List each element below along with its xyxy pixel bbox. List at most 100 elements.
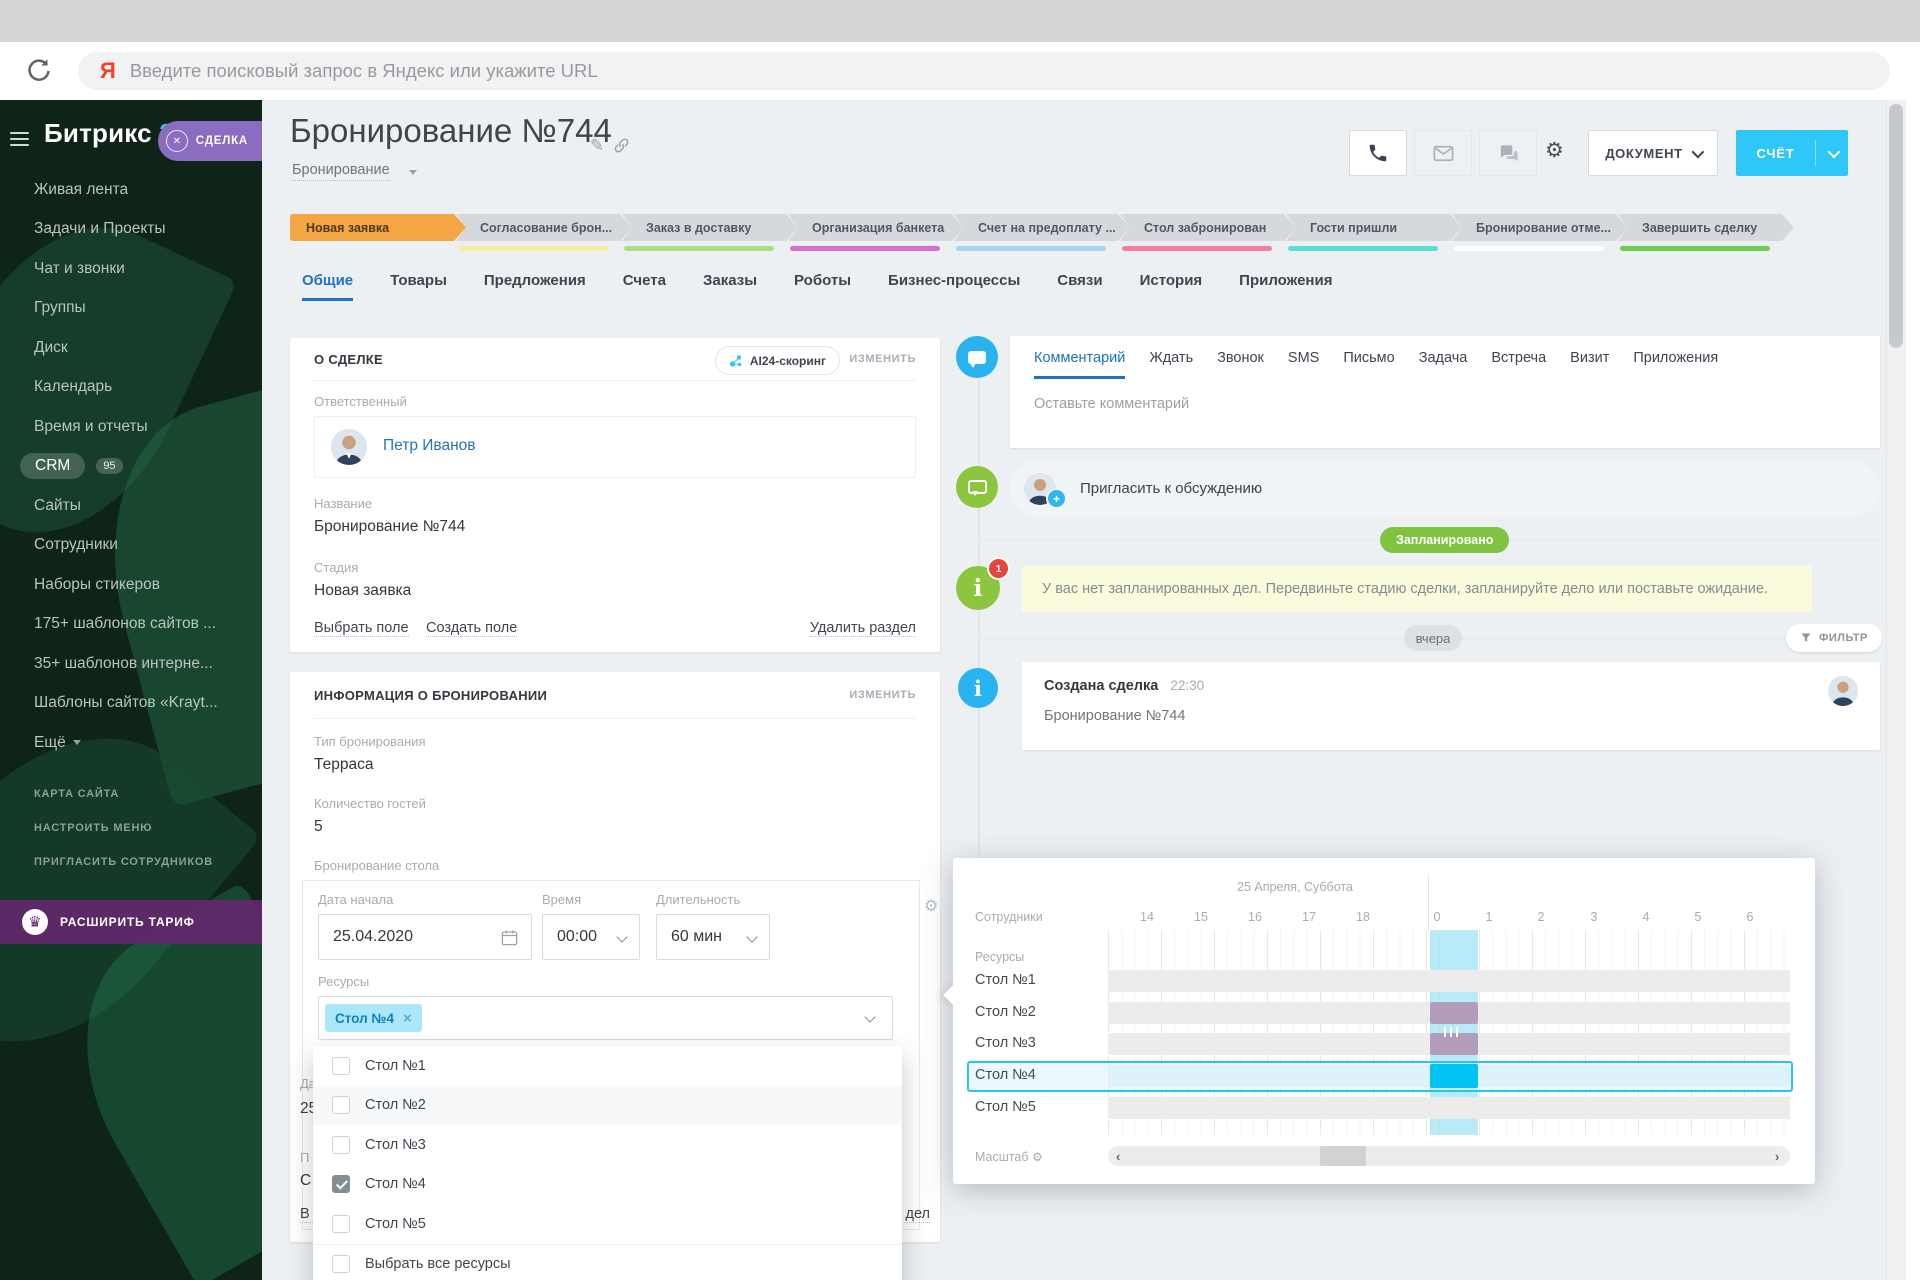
dropdown-option-table1[interactable]: Стол №1 [313, 1046, 902, 1086]
sidebar-item-time-reports[interactable]: Время и отчеты [0, 407, 262, 447]
chat-button[interactable] [1479, 130, 1537, 176]
owner-link[interactable]: Петр Иванов [383, 437, 476, 455]
sidebar-item-calendar[interactable]: Календарь [0, 368, 262, 408]
stage-booking-cancelled[interactable]: Бронирование отме... [1452, 214, 1628, 241]
create-field-link[interactable]: Создать поле [426, 620, 517, 637]
call-button[interactable] [1349, 130, 1407, 176]
sidebar-configure-menu-link[interactable]: НАСТРОИТЬ МЕНЮ [34, 822, 152, 834]
dropdown-option-table2[interactable]: Стол №2 [313, 1086, 902, 1126]
ttab-visit[interactable]: Визит [1570, 350, 1609, 379]
comment-input[interactable]: Оставьте комментарий [1034, 396, 1189, 412]
sidebar-item-site-templates[interactable]: 175+ шаблонов сайтов ... [0, 605, 262, 645]
gantt-row-table2[interactable]: Стол №2 [975, 1004, 1036, 1020]
sidebar-item-chat[interactable]: Чат и звонки [0, 249, 262, 289]
invoice-button[interactable]: СЧЁТ [1736, 130, 1848, 176]
copy-link-icon[interactable] [613, 137, 630, 154]
gantt-scrollbar-track[interactable] [1108, 1146, 1790, 1166]
dropdown-option-table3[interactable]: Стол №3 [313, 1125, 902, 1165]
tab-robots[interactable]: Роботы [794, 272, 851, 301]
sidebar-item-disk[interactable]: Диск [0, 328, 262, 368]
gantt-scrollbar-thumb[interactable] [1320, 1146, 1366, 1166]
stage-approval[interactable]: Согласование брон... [456, 214, 632, 241]
stage-delivery-order[interactable]: Заказ в доставку [622, 214, 798, 241]
edit-booking-link[interactable]: изменить [849, 689, 916, 701]
sidebar-invite-link[interactable]: ПРИГЛАСИТЬ СОТРУДНИКОВ [34, 856, 213, 868]
tab-apps[interactable]: Приложения [1239, 272, 1332, 301]
deal-tab[interactable]: ✕ СДЕЛКА [158, 121, 262, 161]
sidebar-item-live-feed[interactable]: Живая лента [0, 170, 262, 210]
scroll-right-arrow[interactable]: › [1775, 1146, 1779, 1166]
checkbox-checked[interactable] [332, 1175, 350, 1193]
sidebar-item-shop-templates[interactable]: 35+ шаблонов интерне... [0, 644, 262, 684]
filter-button[interactable]: ФИЛЬТР [1786, 624, 1882, 652]
ttab-comment[interactable]: Комментарий [1034, 350, 1125, 379]
checkbox[interactable] [332, 1136, 350, 1154]
ai-scoring-button[interactable]: AI24-скоринг [715, 346, 840, 375]
breadcrumb[interactable]: Бронирование [292, 162, 390, 181]
ttab-wait[interactable]: Ждать [1149, 350, 1193, 379]
tab-orders[interactable]: Заказы [703, 272, 757, 301]
ttab-sms[interactable]: SMS [1288, 350, 1319, 379]
booking-settings-gear-icon[interactable]: ⚙ [924, 896, 938, 916]
edit-deal-link[interactable]: изменить [849, 353, 916, 365]
gantt-row-table5[interactable]: Стол №5 [975, 1099, 1036, 1115]
duration-select[interactable]: 60 мин [656, 914, 770, 960]
stage-new-request[interactable]: Новая заявка [290, 214, 466, 241]
email-button[interactable] [1414, 130, 1472, 176]
gantt-row-table1[interactable]: Стол №1 [975, 972, 1036, 988]
close-icon[interactable]: ✕ [166, 130, 188, 152]
tab-links[interactable]: Связи [1057, 272, 1102, 301]
time-select[interactable]: 00:00 [542, 914, 640, 960]
dropdown-select-all[interactable]: Выбрать все ресурсы [313, 1245, 902, 1280]
gantt-row-table3[interactable]: Стол №3 [975, 1035, 1036, 1051]
checkbox[interactable] [332, 1096, 350, 1114]
current-booking-block[interactable] [1430, 1064, 1478, 1088]
sidebar-item-crm[interactable]: CRM 95 [0, 447, 262, 487]
invoice-dropdown-arrow[interactable] [1816, 149, 1848, 158]
upgrade-plan-button[interactable]: ♛ РАСШИРИТЬ ТАРИФ [0, 900, 262, 944]
stage-close-deal[interactable]: Завершить сделку [1618, 214, 1794, 241]
start-date-input[interactable]: 25.04.2020 [318, 914, 532, 960]
ttab-email[interactable]: Письмо [1343, 350, 1394, 379]
ttab-call[interactable]: Звонок [1217, 350, 1264, 379]
remove-tag-icon[interactable]: × [403, 1010, 412, 1027]
delete-section-link[interactable]: Удалить раздел [810, 620, 916, 637]
tab-products[interactable]: Товары [390, 272, 447, 301]
resources-multiselect[interactable]: Стол №4 × [318, 996, 893, 1040]
address-bar[interactable]: Я Введите поисковый запрос в Яндекс или … [78, 52, 1890, 90]
scroll-left-arrow[interactable]: ‹ [1116, 1146, 1120, 1166]
checkbox[interactable] [332, 1057, 350, 1075]
ttab-task[interactable]: Задача [1419, 350, 1468, 379]
window-scrollbar-thumb[interactable] [1889, 104, 1903, 348]
sidebar-item-krayt-templates[interactable]: Шаблоны сайтов «Krayt... [0, 684, 262, 724]
tab-history[interactable]: История [1140, 272, 1203, 301]
band-drag-handle[interactable] [1442, 1024, 1460, 1042]
gantt-row-table4[interactable]: Стол №4 [975, 1067, 1036, 1083]
sidebar-item-more[interactable]: Ещё [0, 723, 262, 763]
tab-quotes[interactable]: Предложения [484, 272, 586, 301]
stage-banquet[interactable]: Организация банкета [788, 214, 964, 241]
sidebar-item-employees[interactable]: Сотрудники [0, 526, 262, 566]
stage-guests-arrived[interactable]: Гости пришли [1286, 214, 1462, 241]
tab-business-processes[interactable]: Бизнес-процессы [888, 272, 1020, 301]
invite-to-discussion[interactable]: + Пригласить к обсуждению [1010, 460, 1880, 518]
sidebar-sitemap-link[interactable]: КАРТА САЙТА [34, 788, 119, 800]
dropdown-option-table5[interactable]: Стол №5 [313, 1204, 902, 1244]
dropdown-option-table4[interactable]: Стол №4 [313, 1165, 902, 1205]
edit-title-pencil-icon[interactable]: ✎ [590, 136, 604, 156]
sidebar-item-stickers[interactable]: Наборы стикеров [0, 565, 262, 605]
checkbox[interactable] [332, 1255, 350, 1273]
stage-table-booked[interactable]: Стол забронирован [1120, 214, 1296, 241]
select-field-link[interactable]: Выбрать поле [314, 620, 409, 637]
checkbox[interactable] [332, 1215, 350, 1233]
settings-gear-icon[interactable]: ⚙ [1545, 138, 1564, 163]
tab-general[interactable]: Общие [302, 272, 353, 301]
stage-prepayment[interactable]: Счет на предоплату ... [954, 214, 1130, 241]
sidebar-item-sites[interactable]: Сайты [0, 486, 262, 526]
refresh-icon[interactable] [24, 56, 54, 86]
ttab-apps[interactable]: Приложения [1633, 350, 1718, 379]
sidebar-item-groups[interactable]: Группы [0, 289, 262, 329]
menu-burger-icon[interactable] [10, 128, 29, 150]
tab-invoices[interactable]: Счета [623, 272, 666, 301]
ttab-meeting[interactable]: Встреча [1491, 350, 1546, 379]
